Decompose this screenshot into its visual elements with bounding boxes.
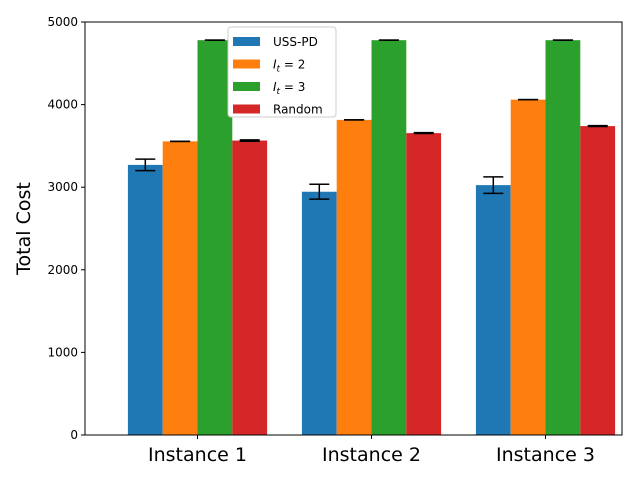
legend-frame bbox=[227, 26, 337, 118]
bar-i-t-3-1 bbox=[197, 40, 233, 436]
bar-random-2 bbox=[406, 133, 442, 436]
bar-i-t-2-3 bbox=[510, 99, 546, 436]
error-bar bbox=[483, 176, 504, 195]
bar-i-t-3-3 bbox=[545, 40, 581, 436]
error-bars-layer bbox=[135, 39, 608, 200]
bar-i-t-3-2 bbox=[371, 40, 407, 436]
bar-random-1 bbox=[232, 140, 268, 435]
y-tick-label: 3000 bbox=[47, 180, 78, 194]
y-axis-label: Total Cost bbox=[13, 182, 35, 276]
x-axis: Instance 1 Instance 2 Instance 3 bbox=[148, 435, 595, 466]
bars-layer bbox=[127, 40, 616, 436]
legend-label: Random bbox=[273, 103, 323, 117]
bar-uss-pd-2 bbox=[301, 191, 337, 435]
legend-swatch bbox=[233, 82, 260, 91]
bar-i-t-2-1 bbox=[162, 141, 198, 435]
plot-frame bbox=[84, 21, 623, 436]
x-tick-label: Instance 1 bbox=[148, 444, 247, 466]
error-bar bbox=[587, 124, 608, 128]
legend-item: It = 3 bbox=[233, 80, 305, 97]
error-bar bbox=[309, 183, 330, 200]
y-tick-label: 1000 bbox=[47, 345, 78, 359]
error-bar bbox=[239, 139, 260, 142]
legend-swatch bbox=[233, 37, 260, 46]
error-bar bbox=[413, 131, 434, 135]
y-tick-label: 5000 bbox=[47, 15, 78, 29]
legend-label: It = 2 bbox=[273, 58, 305, 75]
bar-uss-pd-3 bbox=[475, 185, 511, 435]
y-tick-label: 4000 bbox=[47, 98, 78, 112]
y-axis: 0 1000 2000 3000 4000 5000 bbox=[47, 15, 85, 442]
legend-swatch bbox=[233, 104, 260, 114]
bar-random-3 bbox=[580, 126, 616, 436]
y-tick-label: 2000 bbox=[47, 263, 78, 277]
legend-item: It = 2 bbox=[233, 58, 305, 75]
legend-swatch bbox=[233, 59, 260, 69]
legend-item: Random bbox=[233, 103, 323, 117]
legend: USS-PD It = 2 It = 3 Random bbox=[227, 26, 337, 118]
legend-label: It = 3 bbox=[273, 80, 305, 97]
x-tick-label: Instance 3 bbox=[496, 444, 595, 466]
error-bar bbox=[135, 158, 156, 172]
legend-item: USS-PD bbox=[233, 35, 318, 49]
x-tick-label: Instance 2 bbox=[322, 444, 421, 466]
y-tick-label: 0 bbox=[70, 428, 78, 442]
bar-i-t-2-2 bbox=[336, 119, 372, 436]
bar-uss-pd-1 bbox=[127, 164, 163, 435]
legend-label: USS-PD bbox=[273, 35, 318, 49]
